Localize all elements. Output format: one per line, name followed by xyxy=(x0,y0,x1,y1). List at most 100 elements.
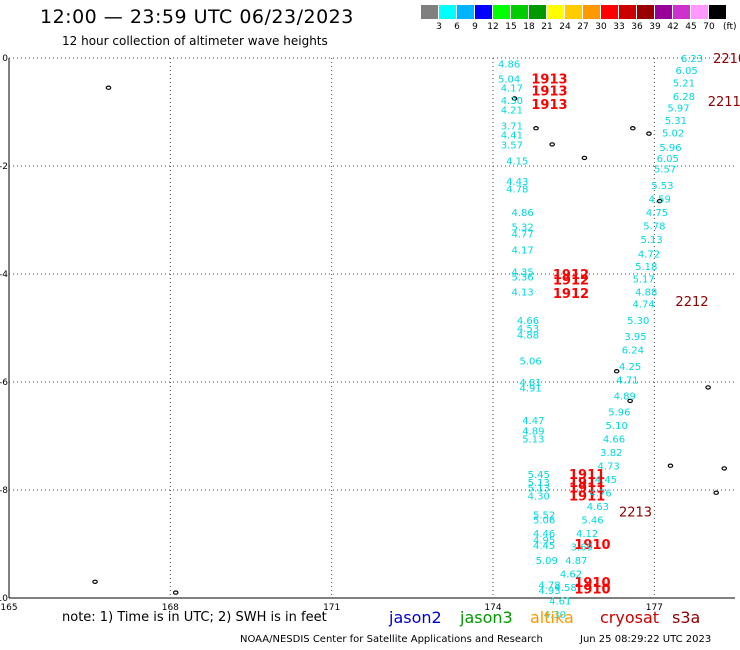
swh-value: 4.66 xyxy=(603,435,625,446)
map-note: note: 1) Time is in UTC; 2) SWH is in fe… xyxy=(62,610,327,625)
swh-value: 5.46 xyxy=(581,516,603,527)
swh-value: 5.10 xyxy=(606,421,628,432)
swh-value: 4.13 xyxy=(511,287,533,298)
swh-value: 4.59 xyxy=(649,194,671,205)
pass-time-label: 1911 xyxy=(569,481,605,496)
legend-label: 42 xyxy=(667,22,679,32)
swh-value: 5.31 xyxy=(665,116,687,127)
swh-value: 4.78 xyxy=(506,185,528,196)
island-outline xyxy=(105,85,112,90)
swh-value: 5.36 xyxy=(511,273,533,284)
lon-tick-label: 165 xyxy=(0,603,17,613)
legend-swatch xyxy=(457,5,474,19)
swh-value: 4.61 xyxy=(549,597,571,608)
island-outline xyxy=(613,369,620,374)
legend-swatch xyxy=(583,5,600,19)
swh-value: 3.95 xyxy=(624,332,646,343)
lon-tick-label: 171 xyxy=(323,603,340,613)
pass-time-label: 1912 xyxy=(553,287,589,302)
swh-value: 5.96 xyxy=(608,408,630,419)
swh-value: 4.62 xyxy=(560,570,582,581)
legend-label: 15 xyxy=(505,22,517,32)
swh-value: 5.57 xyxy=(654,165,676,176)
swh-value: 4.88 xyxy=(517,330,539,341)
pass-time-label: 2212 xyxy=(675,295,708,310)
island-outline xyxy=(667,463,674,468)
swh-value: 5.53 xyxy=(651,181,673,192)
legend-label: 6 xyxy=(454,22,460,32)
pass-time-label: 1912 xyxy=(553,273,589,288)
swh-value: 3.71 xyxy=(501,122,523,133)
swh-value: 4.78 xyxy=(538,581,560,592)
swh-value: 4.41 xyxy=(501,131,523,142)
swh-value: 5.13 xyxy=(641,235,663,246)
legend-label: 45 xyxy=(685,22,697,32)
island-outline xyxy=(172,590,179,595)
swh-value: 5.32 xyxy=(511,222,533,233)
swh-value: 5.13 xyxy=(528,483,550,494)
swh-value: 4.43 xyxy=(506,177,528,188)
swh-value: 4.21 xyxy=(501,105,523,116)
pass-time-label: 1913 xyxy=(531,84,567,99)
swh-value: 5.17 xyxy=(632,274,654,285)
pass-time-label: 2210 xyxy=(713,52,740,67)
legend-label: 3 xyxy=(436,22,442,32)
island-outline xyxy=(630,125,636,131)
swh-value: 5.06 xyxy=(520,356,542,367)
island-outline xyxy=(92,579,98,585)
lat-tick-label: 0 xyxy=(2,54,8,64)
legend-label: 30 xyxy=(595,22,607,32)
swh-value: 6.28 xyxy=(673,92,695,103)
swh-value: 5.96 xyxy=(659,143,681,154)
swh-value: 4.88 xyxy=(635,287,657,298)
swh-value: 4.30 xyxy=(544,610,566,621)
legend-swatch xyxy=(475,5,492,19)
legend-swatch xyxy=(601,5,618,19)
swh-value: 3.82 xyxy=(600,448,622,459)
swh-value: 4.77 xyxy=(511,230,533,241)
swh-value: 4.71 xyxy=(616,375,638,386)
legend-label: 36 xyxy=(631,22,643,32)
satellite-jason2: jason2 xyxy=(389,608,442,627)
island-outline xyxy=(581,155,588,161)
swh-value: 4.17 xyxy=(501,84,523,95)
swh-value: 6.24 xyxy=(622,346,644,357)
pass-time-label: 1911 xyxy=(569,489,605,504)
swh-value: 4.53 xyxy=(517,324,539,335)
legend-label: 33 xyxy=(613,22,625,32)
legend-label: 24 xyxy=(559,22,571,32)
satellite-altika: altika xyxy=(530,608,574,627)
page-subtitle: 12 hour collection of altimeter wave hei… xyxy=(62,34,328,48)
legend-swatch xyxy=(439,5,456,19)
swh-value: 4.12 xyxy=(576,529,598,540)
island-outline xyxy=(656,198,663,204)
pass-time-label: 1911 xyxy=(569,476,605,491)
pass-time-label: 2211 xyxy=(708,95,740,110)
pass-time-label: 1910 xyxy=(574,538,610,553)
lon-tick-label: 168 xyxy=(162,603,179,613)
swh-value: 4.30 xyxy=(501,96,523,107)
swh-value: 5.04 xyxy=(498,75,520,86)
swh-value: 4.86 xyxy=(511,208,533,219)
swh-value: 4.35 xyxy=(511,267,533,278)
swh-value: 4.17 xyxy=(511,246,533,257)
swh-value: 4.47 xyxy=(522,416,544,427)
swh-value: 4.46 xyxy=(533,529,555,540)
lat-tick-label: -10 xyxy=(0,594,8,604)
island-outline xyxy=(511,96,518,101)
lon-tick-label: 174 xyxy=(484,603,501,613)
swh-value: 6.23 xyxy=(681,54,703,65)
swh-value: 5.97 xyxy=(667,104,689,115)
swh-value: 4.89 xyxy=(522,427,544,438)
legend-swatch xyxy=(565,5,582,19)
swh-value: 5.13 xyxy=(522,435,544,446)
swh-value: 5.52 xyxy=(533,510,555,521)
swh-value: 5.13 xyxy=(528,478,550,489)
swh-value: 5.45 xyxy=(528,470,550,481)
swh-value: 4.15 xyxy=(506,157,528,168)
swh-value: 4.76 xyxy=(589,489,611,500)
lon-tick-label: 177 xyxy=(646,603,663,613)
swh-value: 4.86 xyxy=(498,59,520,70)
legend-swatch xyxy=(655,5,672,19)
swh-value: 4.45 xyxy=(533,541,555,552)
